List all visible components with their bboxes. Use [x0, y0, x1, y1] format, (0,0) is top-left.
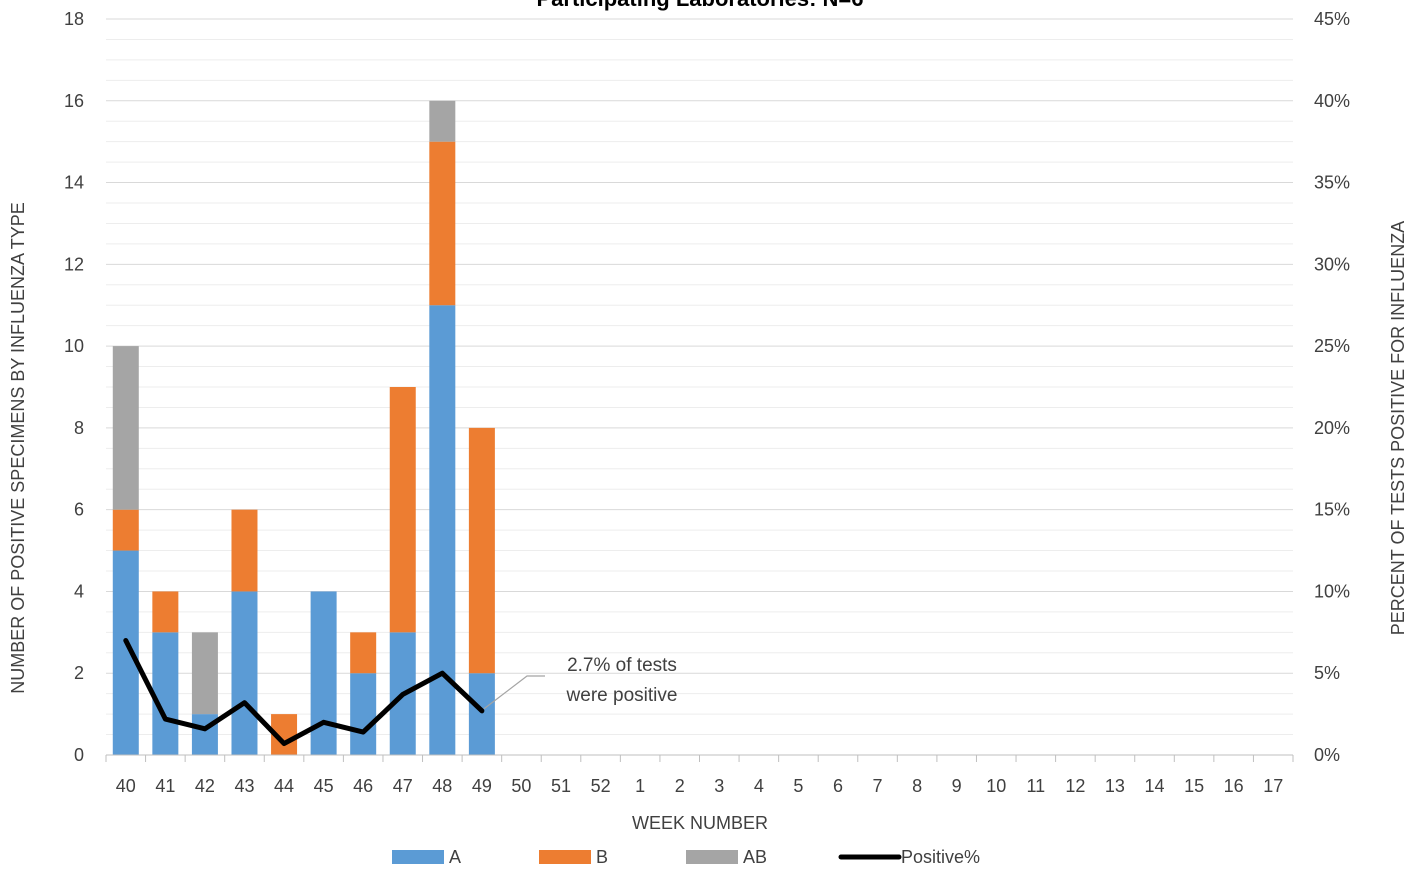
- y2-tick-label: 25%: [1314, 336, 1350, 356]
- bar-b-40: [112, 509, 139, 551]
- x-tick-label: 13: [1105, 776, 1125, 796]
- x-tick-label: 4: [754, 776, 764, 796]
- x-tick-label: 14: [1145, 776, 1165, 796]
- x-tick-label: 16: [1224, 776, 1244, 796]
- bar-ab-40: [112, 346, 139, 510]
- chart-title: Participating Laboratories: N=6: [536, 0, 863, 11]
- y-axis-title: NUMBER OF POSITIVE SPECIMENS BY INFLUENZ…: [8, 202, 28, 693]
- x-tick-label: 51: [551, 776, 571, 796]
- legend-swatch-ab: [686, 850, 738, 864]
- x-tick-label: 50: [511, 776, 531, 796]
- y2-tick-label: 10%: [1314, 581, 1350, 601]
- x-tick-label: 9: [952, 776, 962, 796]
- positive-percent-line: [123, 638, 485, 747]
- y-tick-label: 8: [74, 418, 84, 438]
- x-tick-label: 6: [833, 776, 843, 796]
- x-tick-label: 3: [714, 776, 724, 796]
- x-tick-label: 44: [274, 776, 294, 796]
- annotation-line-2: were positive: [566, 685, 678, 706]
- y-tick-label: 4: [74, 581, 84, 601]
- legend-swatch-b: [539, 850, 591, 864]
- axes: 40 41 42 43 44 45 46 47 48 49 50 51 52 1 2 3 4 5 6 7 8 9 10 11 1…: [64, 9, 1350, 796]
- legend-label-ab: AB: [743, 847, 767, 867]
- y-tick-label: 6: [74, 500, 84, 520]
- y-tick-label: 14: [64, 173, 84, 193]
- bar-a-41: [152, 632, 179, 755]
- y2-tick-label: 5%: [1314, 663, 1340, 683]
- bar-a-48: [429, 305, 456, 755]
- x-tick-label: 47: [393, 776, 413, 796]
- x-tick-label: 11: [1026, 776, 1045, 796]
- bar-a-46: [350, 673, 377, 755]
- bar-ab-48: [429, 100, 456, 142]
- bar-a-43: [231, 591, 258, 755]
- bar-series: [112, 100, 495, 755]
- x-tick-label: 12: [1065, 776, 1085, 796]
- bar-a-45: [310, 591, 337, 755]
- grid-lines: [106, 18, 1293, 736]
- x-tick-label: 42: [195, 776, 215, 796]
- y-tick-label: 2: [74, 663, 84, 683]
- x-tick-label: 2: [675, 776, 685, 796]
- bar-a-40: [112, 550, 139, 755]
- y2-tick-label: 45%: [1314, 9, 1350, 29]
- x-tick-label: 48: [432, 776, 452, 796]
- legend-label-a: A: [449, 847, 461, 867]
- y-tick-label: 18: [64, 9, 84, 29]
- y2-tick-label: 40%: [1314, 91, 1350, 111]
- legend-label-positive-percent: Positive%: [901, 847, 980, 867]
- x-tick-label: 52: [591, 776, 611, 796]
- y-tick-label: 0: [74, 745, 84, 765]
- x-axis-title: WEEK NUMBER: [632, 813, 768, 833]
- legend-swatch-a: [392, 850, 444, 864]
- y-tick-label: 10: [64, 336, 84, 356]
- y-tick-label: 12: [64, 254, 84, 274]
- x-tick-label: 46: [353, 776, 373, 796]
- y2-tick-label: 0%: [1314, 745, 1340, 765]
- x-tick-label: 7: [873, 776, 883, 796]
- y2-axis-title: PERCENT OF TESTS POSITIVE FOR INFLUENZA: [1388, 221, 1408, 635]
- bar-b-49: [468, 427, 495, 674]
- annotation-line-1: 2.7% of tests: [567, 655, 677, 676]
- legend-label-b: B: [596, 847, 608, 867]
- bar-b-47: [389, 387, 416, 633]
- positive-percent-polyline: [123, 638, 485, 747]
- bar-b-48: [429, 141, 456, 306]
- bar-a-49: [468, 673, 495, 755]
- x-tick-label: 49: [472, 776, 492, 796]
- x-tick-label: 10: [986, 776, 1006, 796]
- x-tick-label: 5: [793, 776, 803, 796]
- x-tick-label: 40: [116, 776, 136, 796]
- bar-b-41: [152, 591, 179, 633]
- bar-b-46: [350, 632, 377, 674]
- y2-tick-label: 30%: [1314, 254, 1350, 274]
- legend: A B AB Positive%: [392, 847, 980, 867]
- x-tick-label: 15: [1184, 776, 1204, 796]
- bar-b-43: [231, 509, 258, 592]
- bar-ab-42: [191, 632, 218, 715]
- y2-tick-label: 20%: [1314, 418, 1350, 438]
- x-tick-label: 8: [912, 776, 922, 796]
- x-tick-label: 41: [155, 776, 175, 796]
- x-tick-label: 45: [314, 776, 334, 796]
- y2-tick-label: 35%: [1314, 173, 1350, 193]
- x-tick-label: 17: [1263, 776, 1283, 796]
- x-tick-label: 43: [234, 776, 254, 796]
- y-tick-label: 16: [64, 91, 84, 111]
- annotation-leader-line: [483, 675, 545, 710]
- x-tick-label: 1: [635, 776, 645, 796]
- annotation: 2.7% of tests were positive: [483, 655, 678, 710]
- y2-tick-label: 15%: [1314, 500, 1350, 520]
